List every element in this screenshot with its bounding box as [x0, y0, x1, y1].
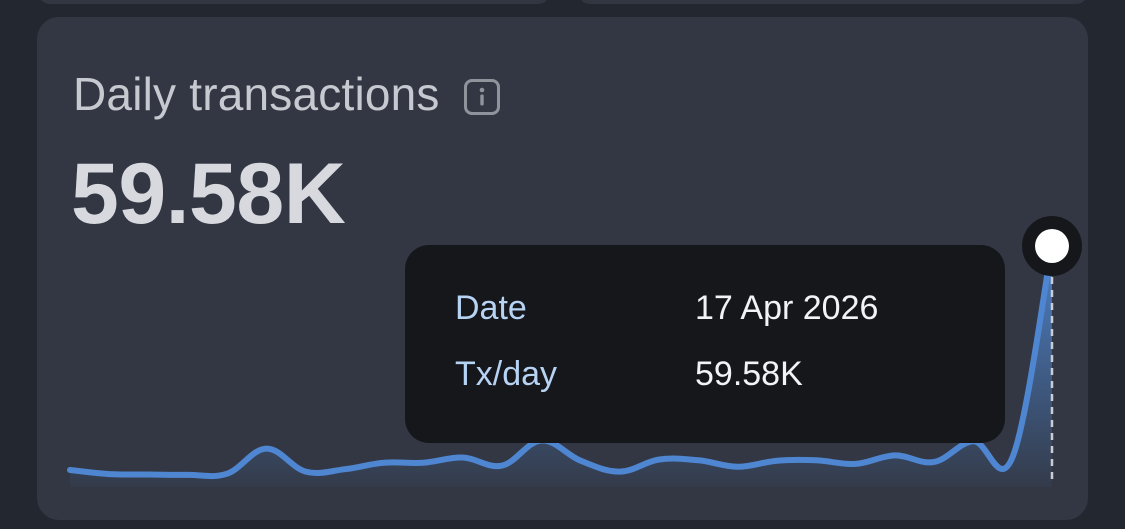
info-glyph [479, 87, 484, 106]
daily-transactions-card: Daily transactions 59.58K Date 17 Apr 20… [37, 17, 1088, 520]
card-header: Daily transactions [73, 67, 500, 121]
previous-card-right [578, 0, 1088, 4]
info-icon[interactable] [463, 79, 500, 115]
chart-area-fill [70, 246, 1052, 487]
highlight-marker-dot [1035, 229, 1069, 263]
chart-line [67, 243, 1055, 480]
card-title: Daily transactions [73, 68, 440, 120]
chart-tooltip: Date 17 Apr 2026 Tx/day 59.58K [405, 245, 1005, 443]
tooltip-tx-label: Tx/day [455, 355, 558, 393]
tooltip-tx-value: 59.58K [695, 355, 803, 393]
metric-value: 59.58K [71, 146, 346, 242]
tooltip-date-row: Date 17 Apr 2026 [455, 289, 878, 328]
tooltip-date-value: 17 Apr 2026 [695, 289, 879, 327]
transactions-chart[interactable] [37, 17, 1088, 520]
tooltip-tx-row: Tx/day 59.58K [455, 355, 803, 394]
tooltip-date-label: Date [455, 289, 527, 327]
previous-card-left [38, 0, 550, 4]
